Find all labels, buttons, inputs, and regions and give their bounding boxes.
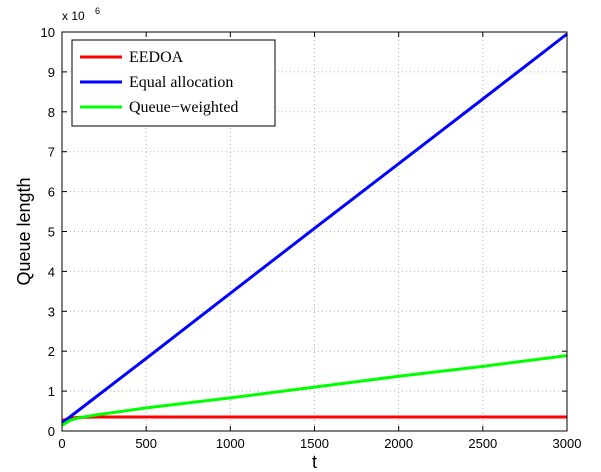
x-tick-label: 2500 — [468, 436, 497, 451]
legend-label-2: Equal allocation — [129, 74, 233, 91]
series-group — [61, 32, 568, 427]
axis-ticks — [61, 31, 568, 432]
y-tick-label: 2 — [48, 344, 55, 359]
y-multiplier: x 10 6 — [62, 6, 100, 23]
x-tick-label: 1000 — [216, 436, 245, 451]
series-line-2 — [61, 32, 568, 425]
x-tick-label: 1500 — [300, 436, 329, 451]
x-tick-label: 500 — [135, 436, 157, 451]
x-axis-title: t — [312, 452, 317, 472]
legend-items: EEDOA Equal allocation Queue−weighted — [80, 49, 238, 116]
y-tick-label: 4 — [48, 264, 55, 279]
y-axis-title: Queue length — [14, 177, 34, 285]
y-tick-label: 9 — [48, 65, 55, 80]
y-tick-label: 8 — [48, 105, 55, 120]
y-tick-label: 1 — [48, 384, 55, 399]
x-tick-label: 3000 — [553, 436, 582, 451]
legend-label-1: EEDOA — [129, 49, 184, 66]
y-multiplier-base: x 10 — [62, 9, 85, 23]
y-tick-label: 5 — [48, 225, 55, 240]
y-tick-labels: 0 1 2 3 4 5 6 7 8 9 10 — [41, 25, 55, 439]
y-multiplier-exponent: 6 — [95, 6, 100, 16]
x-tick-label: 0 — [58, 436, 65, 451]
series-line-3 — [61, 354, 568, 427]
y-tick-label: 6 — [48, 185, 55, 200]
legend: EEDOA Equal allocation Queue−weighted — [71, 39, 276, 127]
y-tick-label: 10 — [41, 25, 55, 40]
y-tick-label: 7 — [48, 145, 55, 160]
y-tick-label: 3 — [48, 304, 55, 319]
x-tick-labels: 0 500 1000 1500 2000 2500 3000 — [58, 436, 581, 451]
x-tick-label: 2000 — [384, 436, 413, 451]
y-tick-label: 0 — [48, 424, 55, 439]
legend-label-3: Queue−weighted — [129, 99, 238, 116]
